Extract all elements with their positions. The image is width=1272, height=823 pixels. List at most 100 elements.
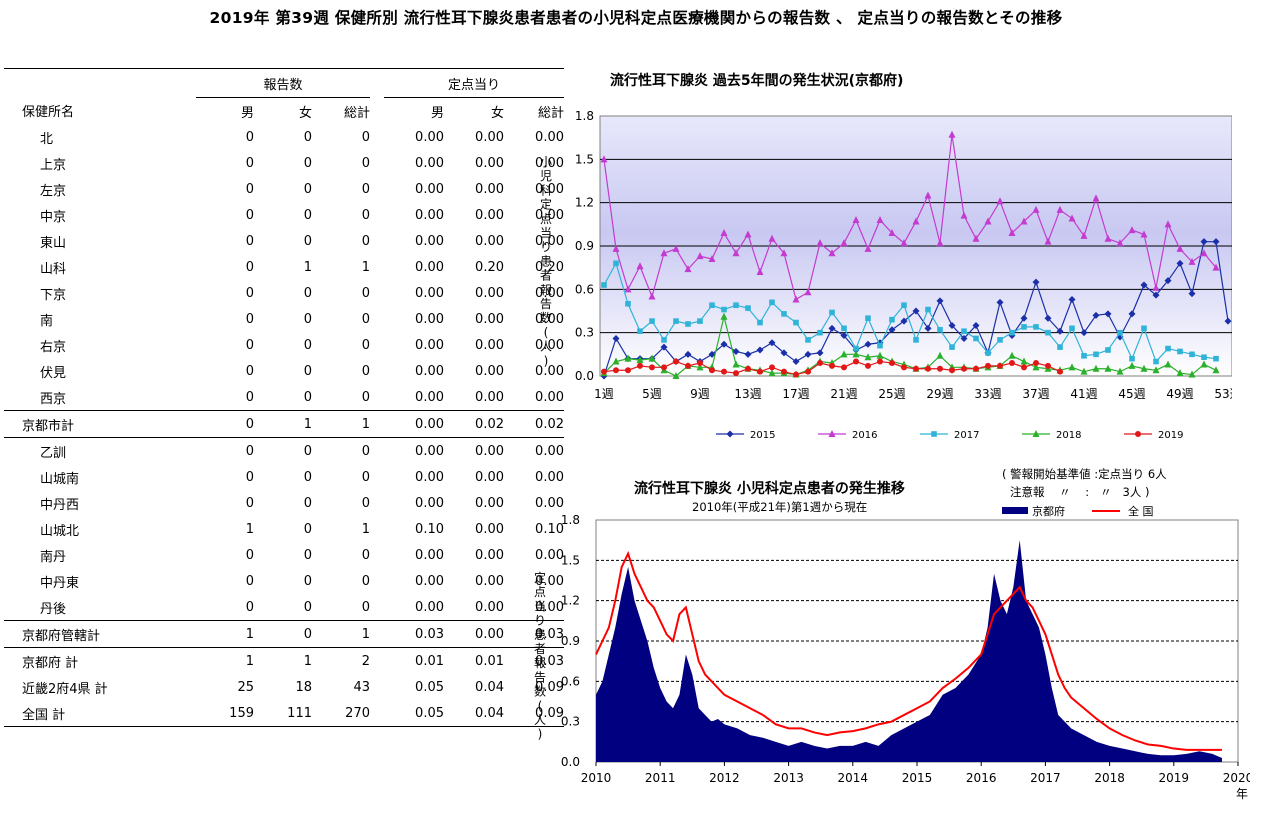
rate-cell: 0.00 xyxy=(535,547,564,563)
rate-cell: 0.00 xyxy=(415,181,444,197)
data-point xyxy=(769,299,775,306)
report-count-cell: 0 xyxy=(361,207,370,223)
data-point xyxy=(1093,351,1099,358)
report-count-cell: 111 xyxy=(254,700,312,727)
chart1-svg: 0.0 0.3 0.6 0.9 1.2 1.5 1.8 1週 5週 9週 13週 17週 21週 25週 2… xyxy=(540,109,1232,441)
rate-cell: 0.00 xyxy=(475,233,504,249)
row-name: 伏見 xyxy=(40,365,67,381)
chart1-legend-item-2017: 2017 xyxy=(920,430,979,441)
chart2-x-tick-label: 2010 xyxy=(581,771,612,785)
report-count-cell: 0 xyxy=(303,573,312,589)
data-point xyxy=(1135,431,1141,437)
chart2-y-tick-label: 0.9 xyxy=(561,634,580,648)
rate-cell: 0.00 xyxy=(475,311,504,327)
report-count-cell: 0 xyxy=(303,495,312,511)
table-row: 近畿2府4県 計 25 18 43 0.05 0.04 0.09 xyxy=(4,674,564,700)
data-point xyxy=(769,364,775,371)
data-point xyxy=(948,321,956,329)
report-count-cell: 0 xyxy=(303,599,312,615)
row-name: 乙訓 xyxy=(4,437,196,464)
data-point xyxy=(1176,369,1184,377)
data-point xyxy=(648,292,656,300)
report-table: 報告数 定点当り 保健所名 男 女 総計 男 女 総計 北 0 0 0 0.00 0.00… xyxy=(4,68,564,727)
legend-label: 2017 xyxy=(954,430,979,441)
data-point xyxy=(1164,277,1172,285)
chart2-note-alarm: ( 警報開始基準値 :定点当り 6人 xyxy=(1002,467,1167,481)
rate-cell: 0.00 xyxy=(475,155,504,171)
rate-cell: 0.00 xyxy=(444,437,504,464)
report-count-cell: 0 xyxy=(361,337,370,353)
data-point xyxy=(1032,363,1040,371)
report-count-cell: 1 xyxy=(254,647,312,674)
data-point xyxy=(1140,364,1148,372)
report-count-cell: 0 xyxy=(303,311,312,327)
rate-cell: 0.00 xyxy=(535,573,564,589)
data-point xyxy=(613,367,619,374)
rate-cell: 0.00 xyxy=(475,129,504,145)
chart1-y-tick-label: 0.6 xyxy=(575,282,594,296)
chart1-legend-item-2015: 2015 xyxy=(716,430,775,441)
data-point xyxy=(1080,231,1088,239)
rate-cell: 0.00 xyxy=(415,337,444,353)
data-point xyxy=(840,239,848,247)
data-point xyxy=(732,347,740,355)
data-point xyxy=(720,340,728,348)
legend-swatch xyxy=(1002,507,1028,514)
data-point xyxy=(768,339,776,347)
data-point xyxy=(624,285,632,293)
series-line-2016 xyxy=(603,134,1217,301)
rate-cell: 0.00 xyxy=(475,547,504,563)
column-header-name: 保健所名 xyxy=(22,105,75,121)
rate-cell: 0.00 xyxy=(535,363,564,379)
data-point xyxy=(756,346,764,354)
chart1-x-tick-label: 1週 xyxy=(594,387,614,401)
data-point xyxy=(1008,332,1016,340)
row-name: 下京 xyxy=(40,287,67,303)
data-point xyxy=(1176,259,1184,267)
data-point xyxy=(1045,329,1051,336)
report-count-cell: 270 xyxy=(312,700,370,727)
chart1-x-tick-label: 13週 xyxy=(734,387,761,401)
legend-label: 京都府 xyxy=(1032,504,1065,518)
data-point xyxy=(1188,290,1196,298)
report-count-cell: 0 xyxy=(303,233,312,249)
rate-cell: 0.02 xyxy=(504,410,564,438)
report-count-cell: 1 xyxy=(245,521,254,537)
rate-cell: 0.04 xyxy=(444,700,504,727)
table-row: 下京 0 0 0 0.00 0.00 0.00 xyxy=(4,280,564,306)
data-point xyxy=(960,334,968,342)
rate-cell: 0.00 xyxy=(415,285,444,301)
row-name: 京都市計 xyxy=(4,410,196,438)
data-point xyxy=(841,325,847,332)
chart2-legend-item-national: 全 国 xyxy=(1092,504,1154,518)
data-point xyxy=(937,326,943,333)
report-count-cell: 0 xyxy=(196,437,254,464)
group-header-rate: 定点当り xyxy=(384,68,564,98)
data-point xyxy=(709,367,715,374)
report-count-cell: 18 xyxy=(295,679,312,695)
data-point xyxy=(924,324,932,332)
report-count-cell: 0 xyxy=(303,547,312,563)
chart2-x-tick-label: 2019 xyxy=(1159,771,1190,785)
data-point xyxy=(649,364,655,371)
data-point xyxy=(913,337,919,343)
data-point xyxy=(949,367,955,374)
data-point xyxy=(780,349,788,357)
rate-cell: 0.00 xyxy=(475,337,504,353)
data-point xyxy=(865,362,871,369)
table-row: 南 0 0 0 0.00 0.00 0.00 xyxy=(4,306,564,332)
data-point xyxy=(637,328,643,335)
data-point xyxy=(685,362,691,369)
data-point xyxy=(900,239,908,247)
data-point xyxy=(1068,295,1076,303)
chart2-x-tick-label: 2013 xyxy=(773,771,804,785)
data-point xyxy=(912,217,920,225)
data-point xyxy=(612,334,620,342)
data-point xyxy=(1128,361,1136,369)
row-name: 中丹東 xyxy=(40,575,80,591)
row-name: 近畿2府4県 計 xyxy=(22,681,108,697)
rate-cell: 0.00 xyxy=(475,573,504,589)
data-point xyxy=(1152,291,1160,299)
rate-cell: 0.00 xyxy=(475,495,504,511)
data-point xyxy=(1021,324,1027,330)
